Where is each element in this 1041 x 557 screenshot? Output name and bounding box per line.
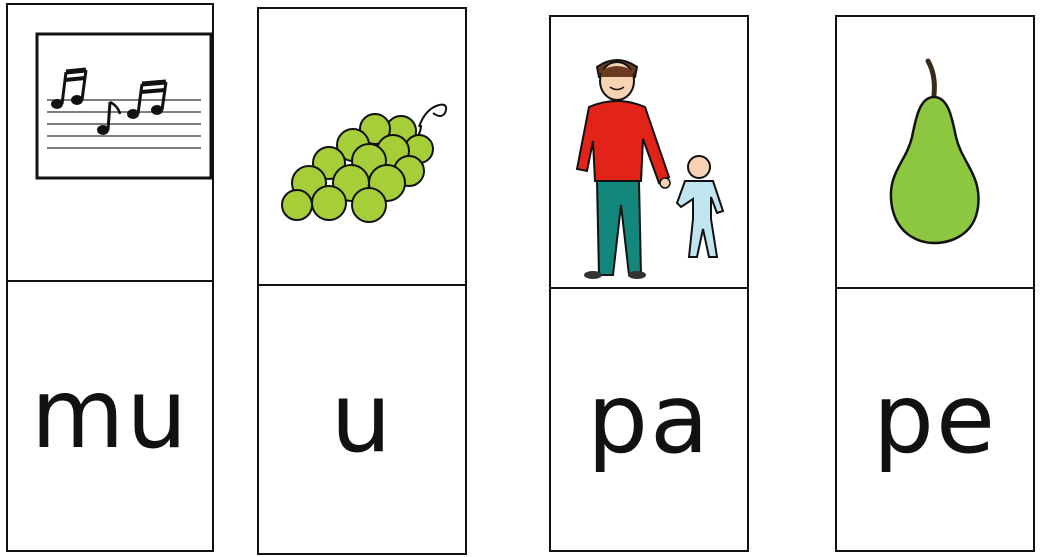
music-notes-icon [35,32,213,180]
syllable-text: pe [873,362,997,475]
pear-icon [889,58,980,245]
syllable-card-mu: mu [6,3,214,552]
syllable-panel: pe [837,287,1033,550]
syllable-text: mu [30,358,190,470]
syllable-panel: mu [8,278,212,550]
syllable-text: u [330,361,394,474]
picture-panel [8,5,213,282]
father-and-child-icon [575,59,725,279]
picture-panel [551,17,747,289]
grapes-icon [281,103,448,223]
syllable-text: pa [587,362,711,475]
syllable-card-pe: pe [835,15,1035,552]
syllable-card-pa: pa [549,15,749,552]
syllable-card-u: u [257,7,467,555]
syllable-panel: pa [551,287,747,550]
picture-panel [837,17,1033,289]
picture-panel [259,9,465,286]
syllable-panel: u [259,282,465,553]
